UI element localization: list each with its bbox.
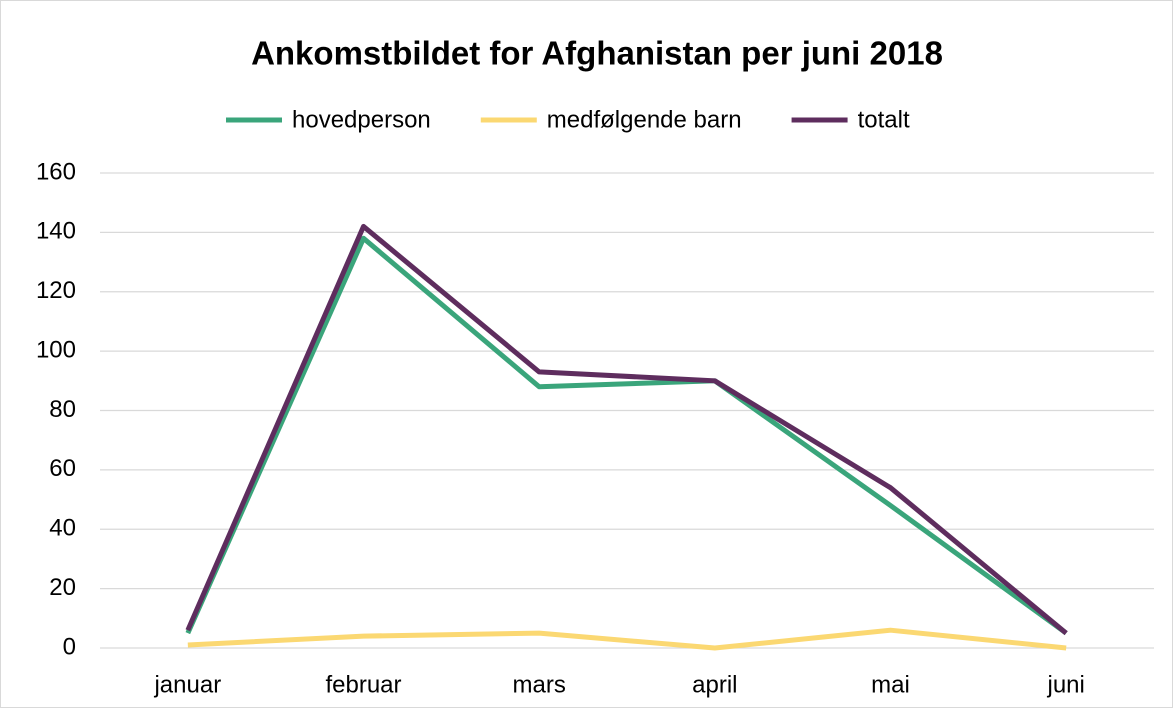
y-tick-label: 20 [49,574,76,601]
x-tick-label: mars [512,671,565,698]
y-tick-label: 40 [49,515,76,542]
legend-label: medfølgende barn [547,106,742,133]
series-line [185,223,1068,636]
x-tick-label: februar [325,671,401,698]
x-tick-label: mai [871,671,910,698]
x-tick-label: juni [1046,671,1084,698]
chart-title: Ankomstbildet for Afghanistan per juni 2… [251,35,943,72]
y-tick-label: 80 [49,396,76,423]
x-tick-label: januar [153,671,221,698]
y-tick-label: 0 [63,633,76,660]
y-tick-label: 140 [36,218,76,245]
series-line [185,235,1068,636]
y-tick-label: 120 [36,277,76,304]
y-tick-label: 60 [49,455,76,482]
y-tick-label: 100 [36,336,76,363]
series-line [187,627,1067,651]
legend: hovedperson medfølgende barn totalt [226,106,910,133]
y-tick-label: 160 [36,158,76,185]
legend-label: hovedperson [292,106,431,133]
legend-label: totalt [858,106,910,133]
x-tick-label: april [692,671,737,698]
